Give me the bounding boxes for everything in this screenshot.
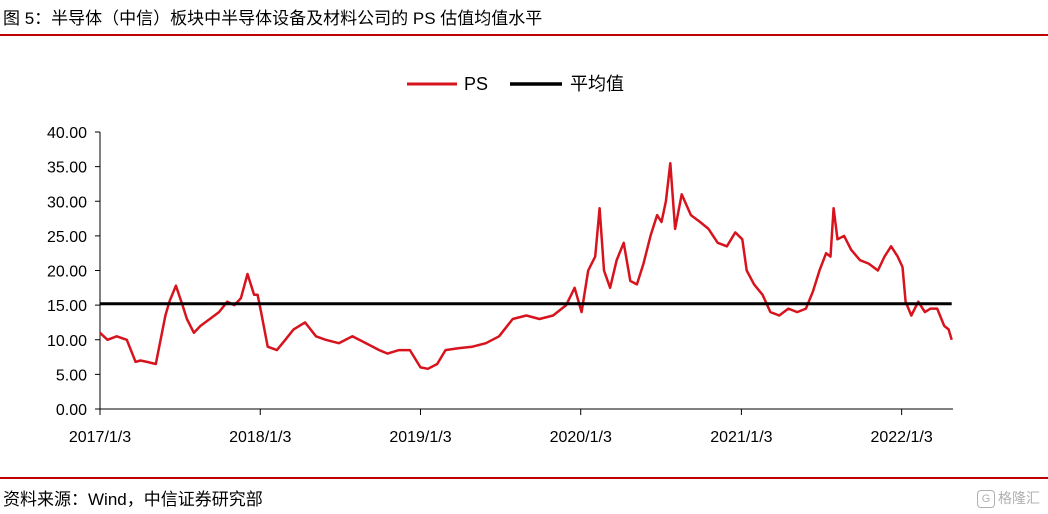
source-note: 资料来源：Wind，中信证券研究部 [3,490,263,509]
x-tick-label: 2018/1/3 [229,429,291,446]
figure-title: 图 5：半导体（中信）板块中半导体设备及材料公司的 PS 估值均值水平 [3,9,543,28]
ps-line [99,161,953,371]
x-tick-label: 2019/1/3 [389,429,451,446]
legend-mean-label: 平均值 [570,74,624,94]
x-tick-label: 2021/1/3 [710,429,772,446]
y-tick-label: 40.00 [47,125,87,142]
ps-valuation-chart: PS 平均值 0.00 5.00 10.00 15.00 20.00 25.00 30.00… [47,74,953,446]
y-tick-label: 30.00 [47,194,87,211]
y-tick-label: 5.00 [56,367,87,384]
watermark-text: 格隆汇 [998,490,1040,506]
y-tick-label: 10.00 [47,333,87,350]
y-tick-label: 25.00 [47,229,87,246]
x-tick-label: 2017/1/3 [69,429,131,446]
x-axis: 2017/1/3 2018/1/3 2019/1/3 2020/1/3 2021/1/3… [69,408,953,446]
watermark: G 格隆汇 [977,488,1040,509]
y-tick-label: 20.00 [47,264,87,281]
y-axis: 0.00 5.00 10.00 15.00 20.00 25.00 30.00 35.00 40… [47,125,101,419]
legend: PS 平均值 [407,74,624,94]
legend-ps-label: PS [464,74,488,94]
y-tick-label: 0.00 [56,402,87,419]
y-tick-label: 15.00 [47,298,87,315]
plot-series [99,161,953,371]
y-tick-label: 35.00 [47,160,87,177]
x-tick-label: 2022/1/3 [870,429,932,446]
x-tick-label: 2020/1/3 [550,429,612,446]
top-rule [0,34,1048,36]
bottom-rule [0,477,1048,479]
watermark-logo-icon: G [977,490,995,509]
